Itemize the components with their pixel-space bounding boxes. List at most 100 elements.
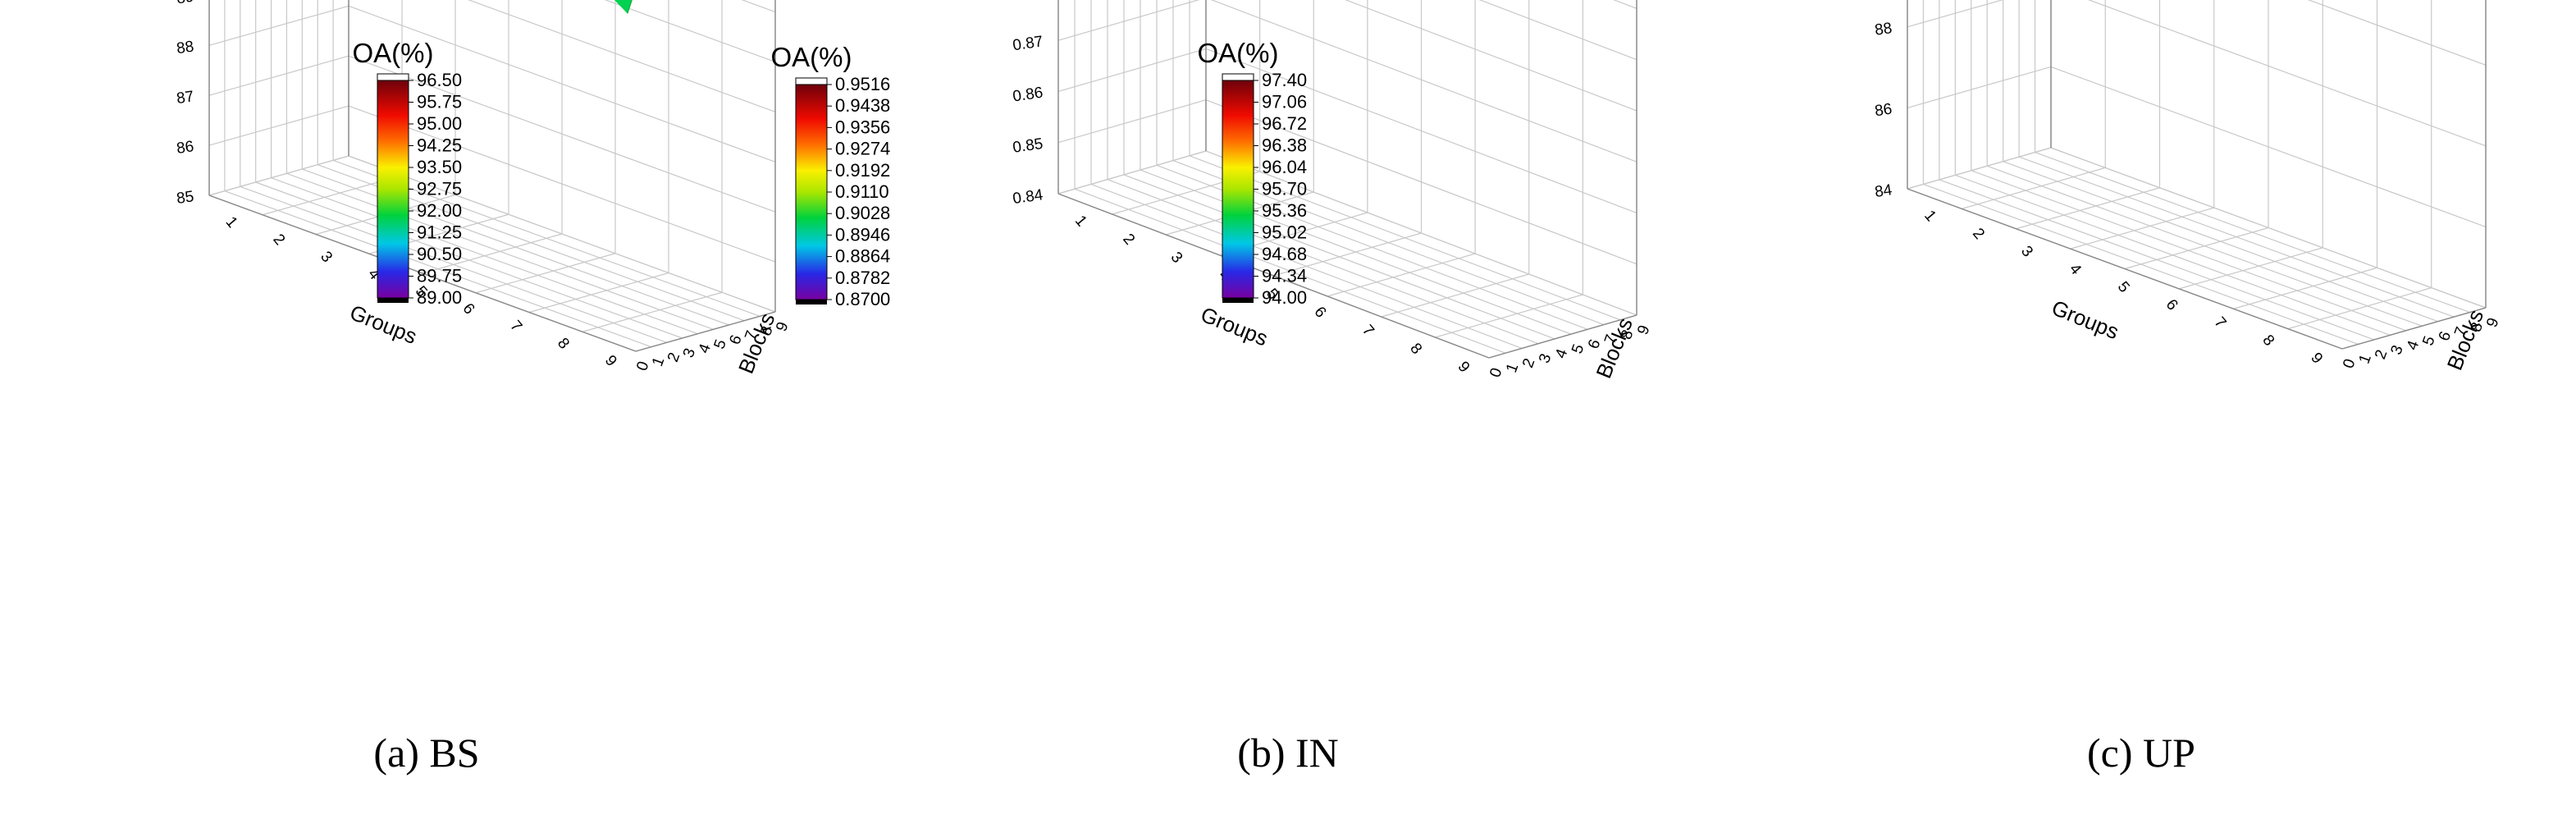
colorbar-tick-label: 89.00 [417,287,462,308]
colorbar-bottom-cap [796,300,827,304]
colorbar-top-cap [1222,73,1254,81]
colorbar-tick-label: 96.50 [417,70,462,90]
colorbar-tick-label: 97.40 [1262,70,1307,90]
z-tick-label: 88 [1874,20,1893,39]
gridline [1381,273,1529,318]
gridline [208,55,349,96]
axes-group: 8486889092949698OA(%)123456789Groups0123… [1874,0,2503,373]
colorbar-bottom-cap [1222,298,1254,303]
panel-bs: 858687888990919293949596OA(%)123456789Gr… [0,0,853,815]
colorbar-title: OA(%) [771,42,852,72]
axis-edge [2341,307,2487,350]
x-tick-label: 6 [2163,296,2181,314]
colorbar-tick-label: 0.9028 [835,203,890,223]
colorbar-tick-label: 0.9192 [835,160,890,181]
colorbar-tick-label: 95.36 [1262,200,1307,221]
gridline [1962,167,2106,209]
gridline [1907,0,2004,28]
colorbar-gradient [795,84,828,300]
colorbar-top-cap [795,77,828,85]
x-tick-label: 3 [1167,249,1186,267]
gridline [2016,187,2160,230]
colorbar-tick-label: 97.06 [1262,92,1307,112]
x-tick-label: 1 [222,213,241,231]
gridline [2179,247,2323,290]
z-tick-label: 87 [176,88,195,108]
colorbar-gradient [377,80,409,299]
z-tick-label: 0.88 [1012,0,1044,3]
gridline [422,233,563,274]
colorbar-tick-label: 90.50 [417,244,462,264]
caption-in: (b) IN [1237,730,1339,776]
colorbar: OA(%)96.5095.7595.0094.2593.5092.7592.00… [353,38,463,308]
colorbar-tick-label: 95.70 [1262,179,1307,199]
x-tick-label: 8 [554,335,573,353]
x-tick-label: 3 [2017,243,2036,261]
x-tick-label: 8 [1406,340,1425,358]
gridline [1907,147,2052,190]
surface-chart-in: 0.840.850.860.870.880.890.900.910.920.93… [771,0,1654,382]
x-axis-label: Groups [2048,295,2122,345]
colorbar-title: OA(%) [353,38,434,68]
colorbar-tick-label: 94.25 [417,135,462,156]
colorbar-tick-label: 0.9356 [835,117,890,137]
z-tick-label: 84 [1874,181,1893,201]
z-tick-label: 88 [176,38,195,57]
gridline [1057,150,1207,195]
gridline [1057,0,1200,41]
gridline [2124,227,2269,270]
gridline [528,272,669,314]
gridline [208,155,349,196]
z-tick-label: 0.86 [1012,85,1044,106]
colorbar-tick-label: 0.9110 [835,181,889,202]
gridline [208,105,349,146]
surface-mesh-line [627,0,633,14]
colorbar-tick-label: 95.75 [417,92,462,112]
z-tick-label: 89 [176,0,195,7]
gridline [1057,48,1207,93]
x-tick-label: 2 [269,231,288,249]
colorbar-tick-label: 94.68 [1262,244,1307,264]
z-tick-label: 86 [176,138,195,158]
colorbar-tick-label: 0.8946 [835,224,890,245]
z-tick-label: 86 [1874,101,1893,121]
colorbar-tick-label: 91.25 [417,222,462,243]
x-tick-label: 2 [1119,231,1138,249]
x-tick-label: 6 [1311,304,1330,322]
panel-up: 8486889092949698OA(%)123456789Groups0123… [1198,0,2568,815]
colorbar-title: OA(%) [1198,38,1279,68]
colorbar-tick-label: 0.8864 [835,246,890,267]
gridline [1435,294,1583,338]
axes-group: 858687888990919293949596OA(%)123456789Gr… [176,0,792,377]
panel-in: 0.840.850.860.870.880.890.900.910.920.93… [771,0,1715,815]
colorbar: OA(%)97.4097.0696.7296.3896.0495.7095.36… [1198,38,1308,308]
colorbar-tick-label: 94.34 [1262,266,1307,286]
gridline [582,291,723,332]
gridline [2287,287,2432,330]
gridline [1907,66,2052,109]
z-tick-label: 0.87 [1012,33,1044,54]
gridline [475,253,616,294]
colorbar-tick-label: 0.8782 [835,268,890,288]
colorbar-tick-label: 92.75 [417,179,462,199]
colorbar-tick-label: 94.00 [1262,287,1307,308]
z-tick-label: 0.84 [1012,186,1044,208]
gridline [2233,267,2377,309]
x-tick-label: 9 [2307,350,2326,368]
axis-edge [1057,193,1490,359]
x-axis-label: Groups [1197,302,1271,351]
gridline [1327,253,1476,297]
y-tick-label: 9 [1634,323,1653,337]
x-tick-label: 5 [2114,278,2133,296]
axis-edge [208,195,637,352]
x-tick-label: 7 [2211,314,2230,332]
colorbar-tick-label: 96.38 [1262,135,1307,156]
colorbar-tick-label: 95.02 [1262,222,1307,243]
colorbar-tick-label: 95.00 [417,113,462,134]
caption-up: (c) UP [2087,730,2195,776]
x-tick-label: 1 [1071,213,1090,231]
x-tick-label: 2 [1969,225,1988,243]
x-tick-label: 1 [1921,207,1939,225]
x-tick-label: 7 [1359,322,1377,340]
colorbar-tick-label: 96.72 [1262,113,1307,134]
